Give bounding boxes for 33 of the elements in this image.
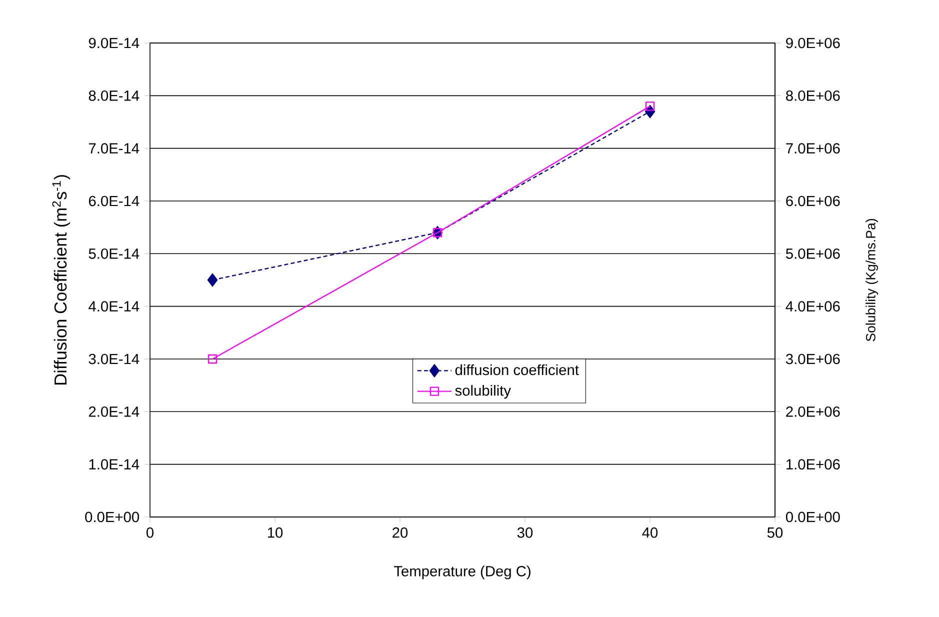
y2-tick-label: 2.0E+06: [786, 406, 840, 417]
point: [645, 102, 655, 111]
y2-tick-label: 8.0E+06: [786, 90, 840, 101]
y-tick-label: 1.0E-14: [89, 459, 140, 470]
y2-tick-label: 9.0E+06: [786, 38, 840, 48]
x-tick-label: 20: [392, 527, 408, 538]
point: [208, 354, 218, 364]
y-tick-label: 9.0E-14: [88, 38, 140, 48]
y2-axis-title: Solubility (Kg/ms.Pa): [866, 218, 878, 342]
y2-tick-label: 5.0E+06: [786, 248, 840, 259]
y2-tick-label: 7.0E+06: [786, 143, 840, 154]
x-tick-label: 30: [517, 527, 533, 538]
x-tick-label: 50: [767, 527, 783, 538]
x-tick-label: 0: [146, 527, 154, 538]
y2-tick-label: 0.0E+00: [786, 512, 840, 522]
y2-tick-label: 6.0E+06: [786, 196, 840, 206]
x-tick-label: 40: [642, 527, 658, 538]
y-tick-label: 4.0E-14: [88, 301, 140, 312]
y-tick-label: 5.0E-14: [88, 248, 140, 259]
legend-label: solubility: [455, 385, 511, 399]
x-tick-label: 10: [268, 527, 283, 538]
y-tick-label: 6.0E-14: [88, 196, 140, 206]
legend-label: diffusion coefficient: [455, 364, 579, 376]
y2-tick-label: 4.0E+06: [786, 301, 840, 312]
y-tick-label: 8.0E-14: [88, 90, 140, 101]
y-tick-label: 3.0E-14: [88, 354, 140, 364]
y-tick-label: 0.0E+00: [85, 512, 140, 522]
y-axis-title: Diffusion Coefficient (m$^{2}$s$^{-1}$): [52, 175, 70, 384]
y2-tick-label: 3.0E+06: [786, 354, 840, 364]
x-axis-title: Temperature (Deg C): [394, 566, 530, 580]
y2-tick-label: 1.0E+06: [786, 459, 840, 470]
y-tick-label: 2.0E-14: [88, 406, 140, 417]
y-tick-label: 7.0E-14: [88, 143, 140, 154]
